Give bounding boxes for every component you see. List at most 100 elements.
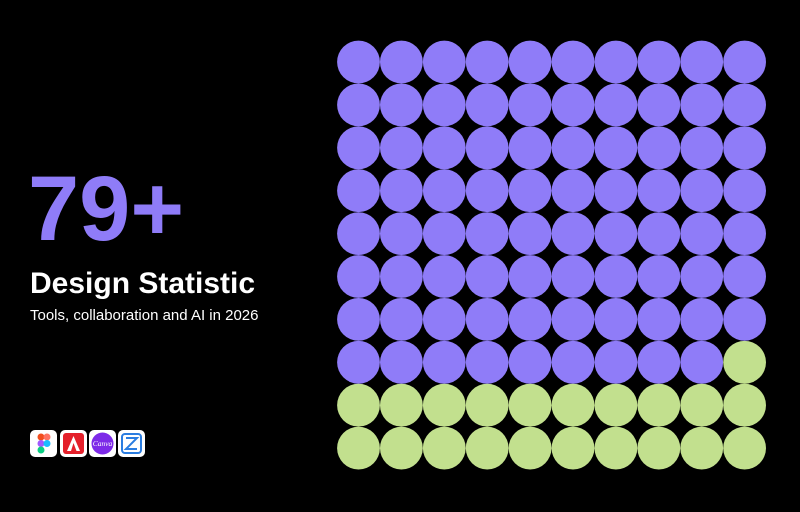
waffle-cell <box>680 383 724 427</box>
waffle-cell <box>422 298 466 341</box>
waffle-cell <box>380 169 423 213</box>
waffle-cell <box>508 212 552 256</box>
chart-title: Design Statistic <box>30 267 255 300</box>
big-number: 79+ <box>28 158 184 260</box>
waffle-cell <box>380 298 423 341</box>
waffle-cell <box>551 298 595 341</box>
waffle-cell <box>723 298 766 341</box>
waffle-cell <box>380 426 423 470</box>
waffle-cell <box>465 83 509 127</box>
waffle-cell <box>594 83 638 127</box>
waffle-cell <box>594 40 638 84</box>
waffle-cell <box>594 126 638 170</box>
waffle-cell <box>337 212 380 256</box>
waffle-cell <box>723 40 766 84</box>
waffle-cell <box>551 340 595 384</box>
waffle-cell <box>680 126 724 170</box>
waffle-cell <box>465 426 509 470</box>
waffle-cell <box>594 212 638 256</box>
waffle-cell <box>380 255 423 298</box>
waffle-cell <box>422 255 466 298</box>
waffle-cell <box>637 298 681 341</box>
adobe-mark <box>67 436 80 451</box>
waffle-cell <box>551 383 595 427</box>
waffle-cell <box>508 298 552 341</box>
figma-shape <box>37 433 45 441</box>
figma-shape <box>43 433 51 441</box>
waffle-cell <box>680 340 724 384</box>
figma-shape <box>37 446 45 454</box>
zeplin-frame <box>121 433 142 454</box>
waffle-cell <box>680 426 724 470</box>
waffle-cell <box>337 426 380 470</box>
waffle-cell <box>465 169 509 213</box>
waffle-cell <box>637 83 681 127</box>
waffle-cell <box>422 83 466 127</box>
waffle-cell <box>422 169 466 213</box>
waffle-cell <box>465 298 509 341</box>
waffle-cell <box>637 383 681 427</box>
waffle-cell <box>465 212 509 256</box>
waffle-cell <box>680 298 724 341</box>
waffle-cell <box>465 126 509 170</box>
waffle-cell <box>637 40 681 84</box>
zeplin-mark <box>123 437 140 450</box>
waffle-cell <box>337 126 380 170</box>
waffle-cell <box>680 83 724 127</box>
figma-shape <box>43 440 51 447</box>
waffle-cell <box>551 40 595 84</box>
waffle-cell <box>380 126 423 170</box>
canva-label: Canva <box>93 439 113 448</box>
waffle-cell <box>594 169 638 213</box>
waffle-cell <box>551 126 595 170</box>
waffle-cell <box>551 212 595 256</box>
waffle-cell <box>337 340 380 384</box>
waffle-cell <box>723 255 766 298</box>
waffle-cell <box>465 340 509 384</box>
waffle-cell <box>465 383 509 427</box>
waffle-cell <box>508 383 552 427</box>
waffle-cell <box>637 255 681 298</box>
waffle-cell <box>723 169 766 213</box>
waffle-cell <box>380 83 423 127</box>
waffle-cell <box>337 255 380 298</box>
waffle-cell <box>337 383 380 427</box>
waffle-cell <box>422 340 466 384</box>
waffle-cell <box>508 426 552 470</box>
waffle-cell <box>422 426 466 470</box>
waffle-cell <box>594 383 638 427</box>
tool-icons: Canva <box>30 430 145 457</box>
waffle-cell <box>594 426 638 470</box>
waffle-cell <box>723 426 766 470</box>
canva-bg <box>91 432 114 455</box>
waffle-cell <box>422 212 466 256</box>
waffle-cell <box>723 126 766 170</box>
waffle-cell <box>680 169 724 213</box>
waffle-cell <box>337 83 380 127</box>
waffle-cell <box>380 383 423 427</box>
waffle-cell <box>465 40 509 84</box>
chart-subtitle: Tools, collaboration and AI in 2026 <box>30 307 259 324</box>
waffle-cell <box>508 126 552 170</box>
waffle-cell <box>337 298 380 341</box>
waffle-cell <box>723 383 766 427</box>
waffle-cell <box>594 255 638 298</box>
waffle-cell <box>465 255 509 298</box>
waffle-cell <box>680 255 724 298</box>
waffle-cell <box>551 426 595 470</box>
waffle-cell <box>594 340 638 384</box>
waffle-cell <box>508 255 552 298</box>
waffle-cell <box>551 169 595 213</box>
waffle-cell <box>380 212 423 256</box>
waffle-cell <box>380 40 423 84</box>
waffle-cell <box>637 212 681 256</box>
waffle-cell <box>551 83 595 127</box>
waffle-cell <box>380 340 423 384</box>
waffle-cell <box>508 169 552 213</box>
waffle-cell <box>337 169 380 213</box>
waffle-cell <box>508 40 552 84</box>
waffle-cell <box>422 383 466 427</box>
waffle-cell <box>551 255 595 298</box>
waffle-cell <box>422 40 466 84</box>
waffle <box>337 40 766 470</box>
